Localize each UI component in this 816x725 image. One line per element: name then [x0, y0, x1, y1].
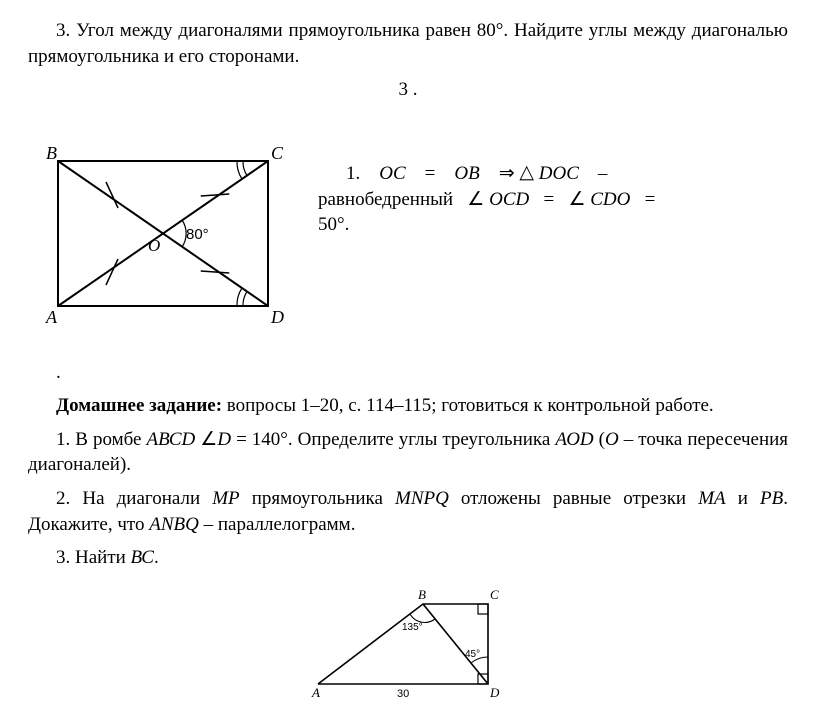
label-C: C [271, 143, 284, 163]
figure-rectangle: B C A D O 80° [28, 131, 298, 344]
solution-text: 1. OC = OB ⇒ △ DOC – равнобедренный ∠ OC… [318, 131, 788, 246]
s1-OB: OB [454, 163, 479, 184]
f2-A: A [311, 685, 320, 699]
f2-C: C [490, 587, 499, 602]
label-O: O [148, 236, 160, 255]
problem3: 3. Угол между диагоналями прямоугольника… [28, 18, 788, 69]
t1-mid: = 140°. Определите углы треугольника [231, 429, 555, 450]
t1-O: О [605, 429, 619, 450]
s1-eq1: = [425, 163, 436, 184]
row-fig-solution: B C A D O 80° 1. OC = OB ⇒ △ DOC – равно… [28, 131, 788, 344]
f2-B: B [418, 587, 426, 602]
problem3-text: Угол между диагоналями прямоугольника ра… [28, 20, 788, 67]
s1-OC: OC [379, 163, 405, 184]
t2-mnpq: МNРQ [395, 488, 449, 509]
s1-OCD: OCD [489, 189, 529, 210]
t2-anbq: АNВQ [149, 514, 199, 535]
f2-D: D [489, 685, 500, 699]
t2-mid2: отложены равные отрезки [449, 488, 698, 509]
t1-rest: ( [594, 429, 605, 450]
t1-abcd: АВСD [147, 429, 196, 450]
angle-icon-2: ∠ [568, 189, 585, 210]
triangle-icon: △ [519, 162, 534, 183]
t2-mp: МР [212, 488, 239, 509]
task1: 1. В ромбе АВСD ∠D = 140°. Определите уг… [28, 427, 788, 478]
solution-label: 3 . [28, 77, 788, 103]
task2: 2. На диагонали МР прямоугольника МNРQ о… [28, 486, 788, 537]
t2-ma: МА [698, 488, 725, 509]
s1-eq2: = [543, 189, 554, 210]
task3: 3. Найти ВС. [28, 545, 788, 571]
figure-trapezoid: A B C D 30 135° 45° [28, 579, 788, 707]
label-80: 80° [186, 226, 209, 243]
dot-line: . [28, 360, 788, 386]
t2-and: и [726, 488, 760, 509]
homework: Домашнее задание: вопросы 1–20, с. 114–1… [28, 393, 788, 419]
t3-pre: 3. Найти [56, 547, 131, 568]
s1-CDO: CDO [590, 189, 630, 210]
label-B: B [46, 143, 57, 163]
s1-dash: – [598, 163, 608, 184]
s1-num: 1. [346, 163, 360, 184]
problem3-num: 3. [56, 20, 70, 41]
t2-end: – параллелограмм. [199, 514, 356, 535]
f2-30: 30 [397, 688, 409, 699]
t1-D: D [217, 429, 231, 450]
s1-eq3: = [645, 189, 656, 210]
label-A: A [45, 307, 58, 327]
s1-isos: равнобедренный [318, 189, 453, 210]
hw-text: вопросы 1–20, с. 114–115; готовиться к к… [227, 395, 714, 416]
f2-135: 135° [402, 622, 423, 633]
s1-DOC: DOC [539, 163, 579, 184]
t1-aod: АОD [555, 429, 593, 450]
implies-icon: ⇒ [499, 163, 515, 184]
angle-icon-3: ∠ [200, 429, 217, 450]
hw-label: Домашнее задание: [56, 395, 222, 416]
angle-icon: ∠ [467, 189, 484, 210]
t2-pre: 2. На диагонали [56, 488, 212, 509]
t3-bc: ВС [131, 547, 154, 568]
t2-pb: РВ [760, 488, 783, 509]
s1-val: 50°. [318, 214, 349, 235]
t1-pre: 1. В ромбе [56, 429, 147, 450]
f2-45: 45° [465, 649, 480, 660]
t2-mid: прямоугольника [240, 488, 395, 509]
label-D: D [270, 307, 284, 327]
t3-end: . [154, 547, 159, 568]
